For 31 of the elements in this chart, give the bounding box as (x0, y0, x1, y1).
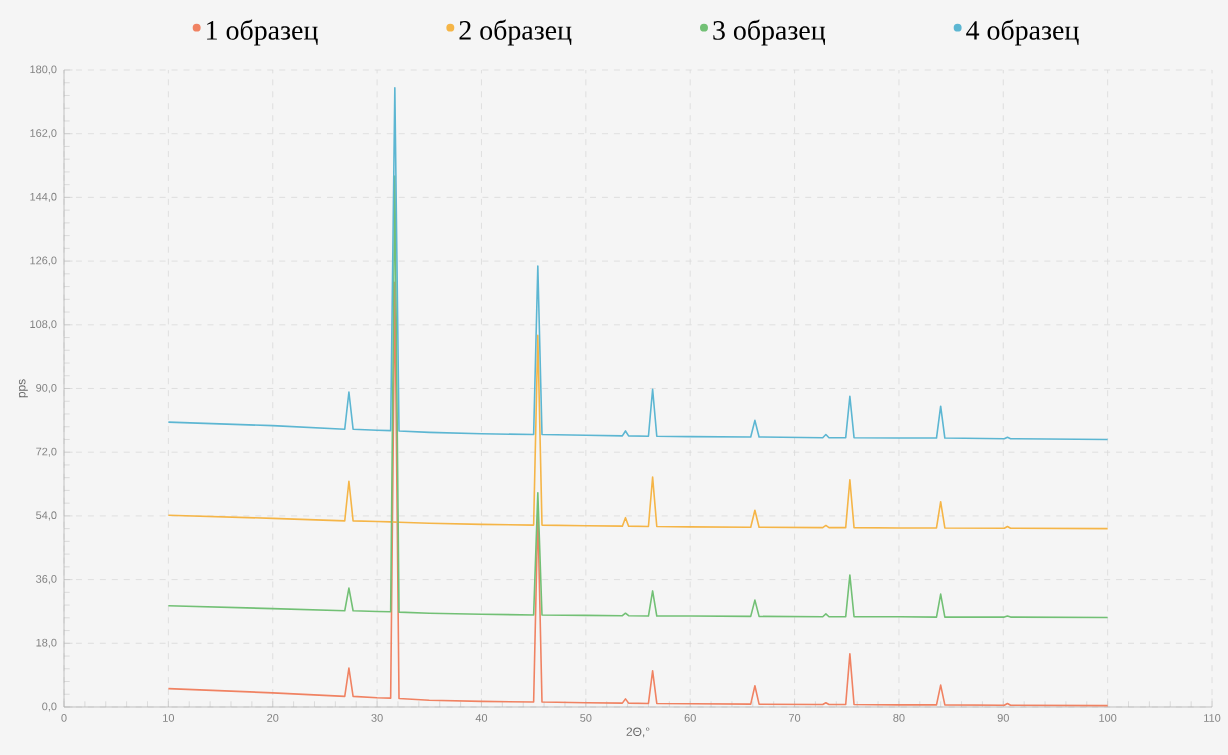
legend-label: 4 образец (966, 19, 1079, 46)
y-tick-label: 162,0 (30, 129, 57, 139)
x-tick-label: 70 (789, 714, 801, 722)
legend-label: 3 образец (713, 19, 826, 46)
x-tick-label: 0 (61, 714, 67, 722)
x-tick-label: 10 (163, 714, 175, 722)
y-tick-label: 180,0 (30, 65, 57, 75)
x-axis-title: 2Θ,° (626, 727, 650, 738)
x-tick-label: 50 (580, 714, 592, 722)
legend-label: 2 образец (459, 19, 572, 46)
x-tick-label: 60 (684, 714, 696, 722)
x-tick-label: 20 (267, 714, 279, 722)
y-tick-label: 90,0 (36, 383, 57, 394)
y-tick-label: 126,0 (30, 256, 57, 266)
y-tick-label: 108,0 (30, 320, 57, 330)
x-tick-label: 40 (475, 714, 488, 722)
line-series (167, 334, 1109, 530)
x-tick-label: 110 (1204, 714, 1221, 722)
x-tick-label: 100 (1099, 714, 1117, 722)
y-tick-label: 18,0 (36, 638, 57, 648)
y-tick-label: 0,0 (42, 702, 57, 712)
y-axis-title: pps (18, 379, 28, 398)
y-tick-label: 36,0 (36, 575, 57, 585)
line-series (167, 86, 1109, 441)
y-tick-label: 72,0 (36, 447, 57, 457)
x-tick-label: 30 (371, 714, 383, 722)
x-tick-label: 90 (997, 714, 1009, 722)
legend-label: 1 образец (207, 19, 318, 46)
y-tick-label: 144,0 (30, 192, 57, 202)
x-tick-label: 80 (893, 714, 905, 722)
y-tick-label: 54,0 (36, 511, 57, 521)
